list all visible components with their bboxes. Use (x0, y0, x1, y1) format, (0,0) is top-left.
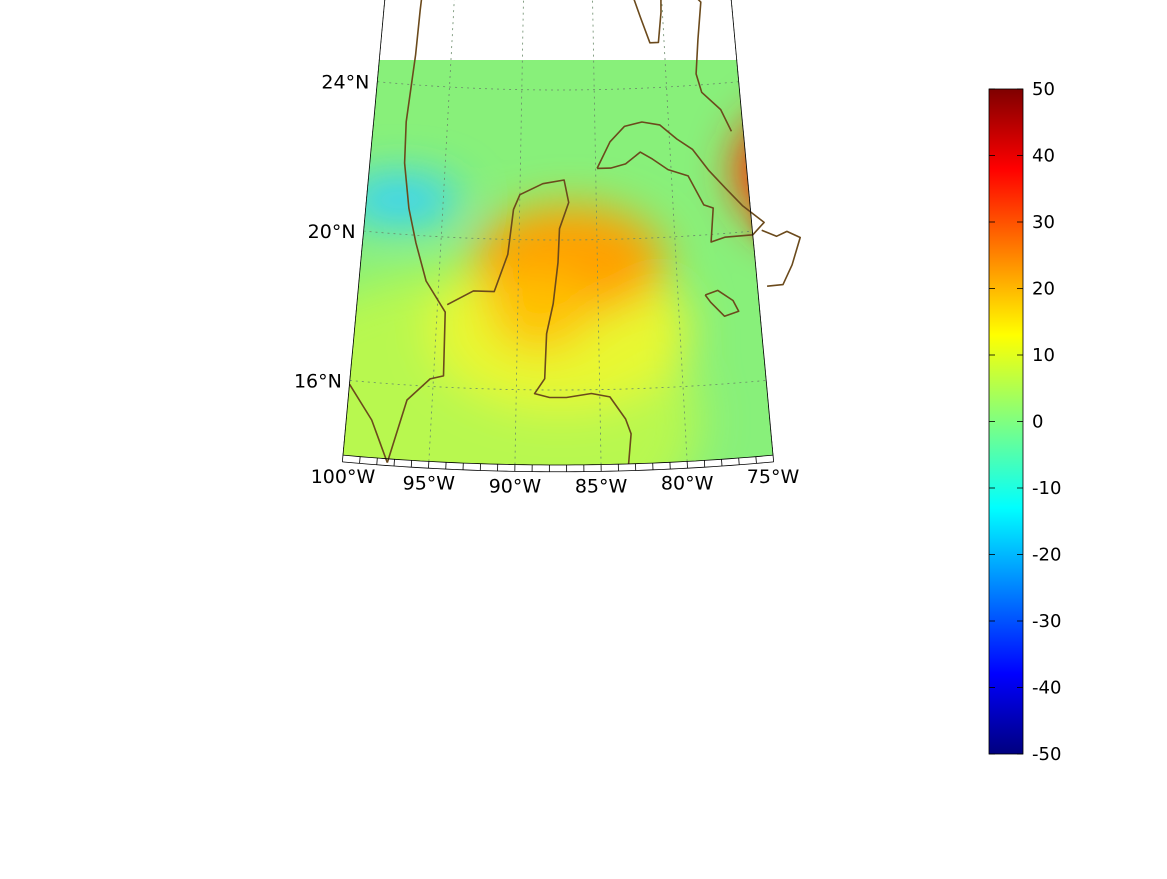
longitude-label: 90°W (489, 476, 542, 498)
frame-tick (342, 455, 343, 462)
longitude-label: 95°W (403, 472, 456, 494)
colorbar-tick-label: -20 (1032, 545, 1061, 566)
colorbar-tick-label: 30 (1032, 212, 1055, 233)
frame-tick (377, 458, 378, 465)
latitude-label: 20°N (308, 221, 356, 243)
colorbar-tick-label: -30 (1032, 611, 1061, 632)
frame-tick (739, 458, 740, 465)
latitude-label: 16°N (294, 370, 342, 392)
frame-tick (756, 457, 757, 464)
frame-tick (773, 455, 774, 462)
longitude-label: 75°W (747, 466, 800, 488)
colorbar-tick-label: 0 (1032, 412, 1043, 433)
longitude-labels: 100°W 95°W 90°W 85°W 80°W 75°W (311, 466, 800, 497)
latitude-label: 24°N (321, 72, 369, 94)
colorbar-tick-label: 50 (1032, 79, 1055, 100)
colorbar-tick-label: -10 (1032, 478, 1061, 499)
frame-tick (360, 457, 361, 464)
colorbar-tick-label: 40 (1032, 146, 1055, 167)
colorbar-tick-label: -50 (1032, 744, 1061, 765)
colorbar: 50 40 30 20 10 0 -10 -20 -30 -40 -50 (989, 79, 1061, 765)
longitude-label: 80°W (661, 472, 714, 494)
longitude-label: 100°W (311, 466, 376, 488)
longitude-label: 85°W (575, 476, 628, 498)
colorbar-tick-label: 10 (1032, 345, 1055, 366)
coastline-hispaniola (762, 230, 801, 286)
anomaly-field (100, 60, 1000, 780)
colorbar-tick-label: -40 (1032, 678, 1061, 699)
colorbar-tick-label: 20 (1032, 279, 1055, 300)
